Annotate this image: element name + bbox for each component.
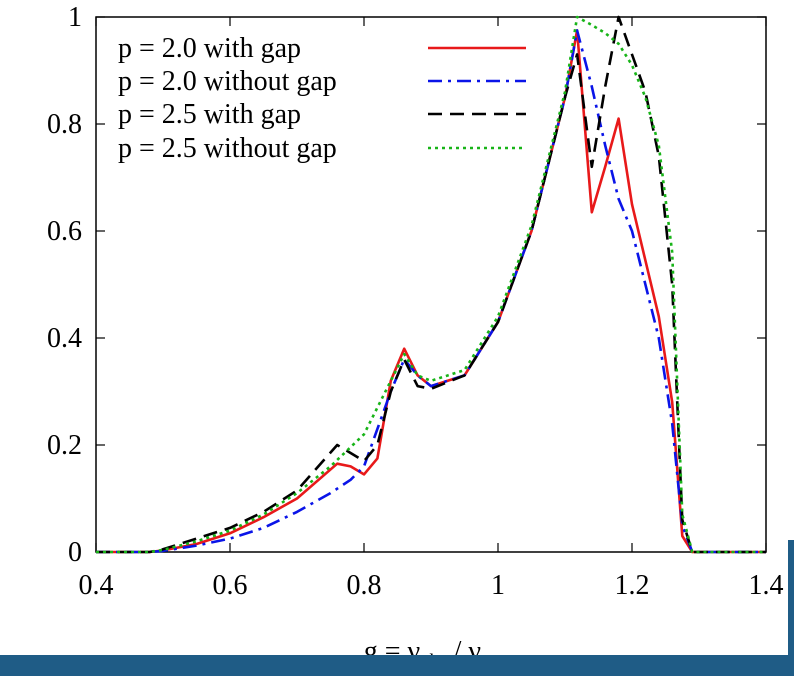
x-tick-label: 1.2 xyxy=(615,570,650,601)
legend-label-2: p = 2.0 without gap xyxy=(118,66,337,97)
x-tick-label: 0.4 xyxy=(79,570,114,601)
plot-frame xyxy=(95,16,767,553)
axis-tick-labels: 0.4 0.6 0.8 1 1.2 1.4 0 0.2 0.4 0.6 0.8 1 xyxy=(47,2,784,601)
y-tick-label: 0.2 xyxy=(47,430,82,461)
y-tick-label: 0.8 xyxy=(47,109,82,140)
series-line-1 xyxy=(96,29,766,554)
series-line-4 xyxy=(96,15,766,554)
slide-edge-mask xyxy=(788,0,794,540)
series-line-3 xyxy=(96,15,766,554)
y-tick-label: 0.4 xyxy=(47,323,82,354)
legend-label-3: p = 2.5 with gap xyxy=(118,99,301,130)
axis-ticks xyxy=(95,16,767,553)
x-tick-label: 1.4 xyxy=(749,570,784,601)
y-tick-label: 1 xyxy=(68,2,82,33)
x-tick-label: 0.8 xyxy=(347,570,382,601)
series-lines xyxy=(96,15,766,554)
slide-footer-band xyxy=(0,655,794,676)
legend-label-4: p = 2.5 without gap xyxy=(118,133,337,164)
legend-label-1: p = 2.0 with gap xyxy=(118,33,301,64)
x-tick-label: 0.6 xyxy=(213,570,248,601)
y-tick-label: 0 xyxy=(68,537,82,568)
x-tick-label: 1 xyxy=(491,570,505,601)
y-tick-label: 0.6 xyxy=(47,216,82,247)
